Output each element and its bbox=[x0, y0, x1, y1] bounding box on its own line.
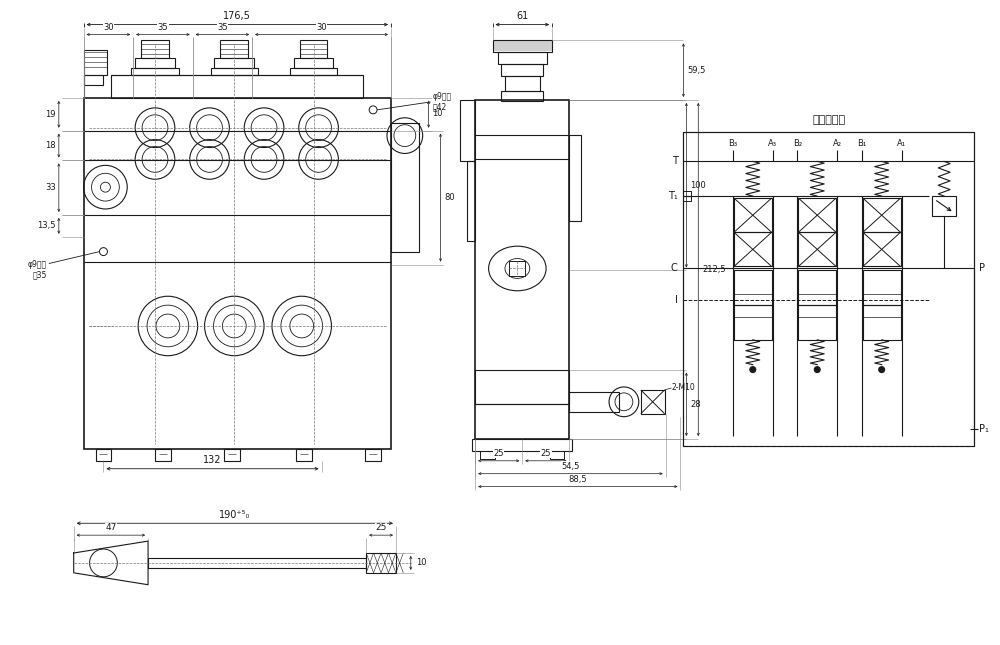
Bar bbox=[220, 41, 248, 58]
Bar bbox=[683, 191, 691, 201]
Bar bbox=[863, 232, 901, 266]
Text: 132: 132 bbox=[203, 455, 222, 465]
Bar bbox=[501, 91, 543, 101]
Bar bbox=[734, 270, 772, 305]
Bar bbox=[84, 50, 107, 75]
Bar bbox=[84, 75, 103, 85]
Text: 25: 25 bbox=[541, 449, 551, 458]
Text: 液压原理图: 液压原理图 bbox=[812, 115, 845, 124]
Text: 19: 19 bbox=[45, 110, 56, 119]
Bar bbox=[472, 439, 572, 451]
Bar bbox=[84, 98, 391, 449]
Bar bbox=[641, 390, 665, 413]
Text: 30: 30 bbox=[103, 23, 114, 32]
Bar bbox=[135, 58, 175, 68]
Text: A₁: A₁ bbox=[897, 139, 906, 148]
Text: 88,5: 88,5 bbox=[569, 475, 587, 484]
Bar bbox=[569, 392, 619, 412]
Text: 176,5: 176,5 bbox=[223, 10, 251, 21]
Bar bbox=[475, 100, 569, 439]
Text: 35: 35 bbox=[158, 23, 168, 32]
Bar bbox=[734, 232, 772, 266]
Bar bbox=[569, 135, 581, 221]
Bar bbox=[863, 305, 901, 340]
Bar bbox=[734, 305, 772, 340]
Text: φ9通孔
高42: φ9通孔 高42 bbox=[433, 92, 452, 112]
Text: 13,5: 13,5 bbox=[37, 221, 56, 230]
Bar bbox=[131, 68, 179, 75]
Text: 35: 35 bbox=[217, 23, 228, 32]
Text: φ9通孔
高35: φ9通孔 高35 bbox=[28, 260, 47, 279]
Text: A₃: A₃ bbox=[768, 139, 777, 148]
Bar bbox=[148, 558, 366, 568]
Text: A₂: A₂ bbox=[833, 139, 842, 148]
Bar bbox=[224, 449, 240, 461]
Bar bbox=[932, 196, 956, 216]
Bar bbox=[480, 451, 495, 459]
Bar bbox=[505, 76, 540, 91]
Text: 212,5: 212,5 bbox=[702, 265, 726, 274]
Bar bbox=[509, 261, 525, 277]
Text: 25: 25 bbox=[494, 449, 504, 458]
Bar bbox=[300, 41, 327, 58]
Bar bbox=[391, 123, 419, 252]
Bar bbox=[366, 553, 396, 573]
Text: 100: 100 bbox=[690, 181, 706, 190]
Text: B₃: B₃ bbox=[728, 139, 738, 148]
Text: P: P bbox=[979, 263, 985, 273]
Bar bbox=[798, 305, 836, 340]
Bar bbox=[96, 449, 111, 461]
Text: 30: 30 bbox=[316, 23, 327, 32]
Bar bbox=[493, 41, 552, 52]
Text: 25: 25 bbox=[375, 523, 387, 532]
Bar bbox=[155, 449, 171, 461]
Text: 47: 47 bbox=[105, 523, 117, 532]
Text: 28: 28 bbox=[690, 400, 701, 409]
Bar bbox=[460, 100, 475, 161]
Text: 18: 18 bbox=[45, 141, 56, 150]
Text: T₁: T₁ bbox=[668, 191, 677, 201]
Text: 10: 10 bbox=[432, 109, 442, 118]
Bar bbox=[734, 198, 772, 232]
Bar bbox=[798, 232, 836, 266]
Bar bbox=[141, 41, 169, 58]
Bar bbox=[111, 75, 363, 98]
Text: 54,5: 54,5 bbox=[561, 462, 580, 471]
Text: 33: 33 bbox=[45, 183, 56, 192]
Bar bbox=[798, 270, 836, 305]
Circle shape bbox=[750, 366, 756, 373]
Text: 190⁺⁵₀: 190⁺⁵₀ bbox=[219, 510, 250, 521]
Bar bbox=[214, 58, 254, 68]
Bar bbox=[863, 198, 901, 232]
Circle shape bbox=[814, 366, 820, 373]
Bar bbox=[296, 449, 312, 461]
Text: T: T bbox=[672, 156, 677, 166]
Text: 59,5: 59,5 bbox=[687, 66, 706, 75]
Circle shape bbox=[879, 366, 885, 373]
Bar bbox=[467, 161, 475, 241]
Text: C: C bbox=[671, 263, 677, 273]
Text: 61: 61 bbox=[516, 10, 528, 21]
Text: B₁: B₁ bbox=[857, 139, 866, 148]
Text: 80: 80 bbox=[444, 193, 455, 202]
Text: 2-M10: 2-M10 bbox=[672, 383, 695, 392]
Bar bbox=[501, 64, 543, 76]
Bar bbox=[863, 270, 901, 305]
Bar bbox=[290, 68, 337, 75]
Text: I: I bbox=[675, 295, 677, 305]
Text: P₁: P₁ bbox=[979, 424, 989, 434]
Text: 10: 10 bbox=[416, 559, 426, 568]
Bar bbox=[365, 449, 381, 461]
Bar bbox=[475, 370, 569, 404]
Bar bbox=[211, 68, 258, 75]
Bar bbox=[550, 451, 564, 459]
Bar bbox=[498, 52, 547, 64]
Bar bbox=[798, 198, 836, 232]
Bar bbox=[294, 58, 333, 68]
Text: B₂: B₂ bbox=[793, 139, 802, 148]
Bar bbox=[683, 132, 974, 446]
